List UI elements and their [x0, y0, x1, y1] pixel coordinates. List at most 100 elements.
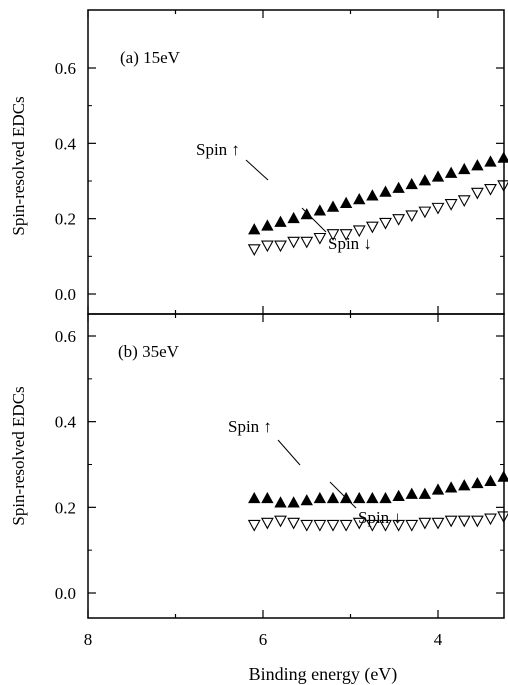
y-tick-label: 0.2 [55, 498, 76, 517]
spin-up-annotation-b: Spin ↑ [228, 417, 272, 436]
y-axis-label-b: Spin-resolved EDCs [9, 386, 28, 525]
data-point-spin-down [247, 244, 261, 256]
data-point-spin-down [365, 221, 379, 234]
data-point-spin-down [484, 183, 497, 196]
data-point-spin-down [457, 195, 471, 207]
data-point-spin-down [392, 519, 406, 532]
data-point-spin-down [365, 519, 379, 532]
data-point-spin-up [339, 491, 353, 504]
data-point-spin-up [300, 494, 313, 506]
data-point-spin-up [366, 491, 379, 504]
data-point-spin-down [300, 236, 314, 249]
data-point-spin-down [418, 206, 432, 219]
data-point-spin-up [471, 476, 484, 489]
panel-a: (a) 15eV Spin ↑ Spin ↓ Spin-resolved EDC… [9, 9, 508, 315]
data-point-spin-down [470, 187, 484, 200]
spin-down-annotation-a: Spin ↓ [328, 234, 372, 253]
data-point-spin-down [405, 519, 419, 532]
data-point-spin-up [353, 491, 366, 504]
data-point-spin-down [287, 236, 301, 249]
data-point-spin-up [444, 481, 458, 493]
y-tick-label: 0.2 [55, 210, 76, 229]
data-point-spin-up [497, 470, 508, 482]
data-point-spin-up [379, 491, 392, 504]
x-axis-label: Binding energy (eV) [249, 664, 398, 685]
data-point-spin-up [353, 193, 366, 205]
data-point-spin-up [497, 151, 508, 163]
panel-b: (b) 35eV Spin ↑ Spin ↓ Spin-resolved EDC… [9, 313, 508, 685]
data-point-spin-up [484, 474, 497, 487]
y-tick-label: 0.6 [55, 327, 76, 346]
x-tick-label: 8 [84, 630, 93, 649]
data-point-spin-up [326, 200, 340, 212]
data-point-spin-up [484, 155, 497, 167]
data-point-spin-down [287, 517, 301, 530]
data-point-spin-up [261, 491, 274, 504]
data-point-spin-down [313, 232, 327, 245]
y-axis-label-a: Spin-resolved EDCs [9, 96, 28, 235]
data-point-spin-down [313, 519, 327, 532]
data-point-spin-up [444, 166, 458, 178]
data-point-spin-up [418, 487, 432, 499]
data-point-spin-down [300, 519, 314, 532]
data-point-spin-up [392, 489, 405, 502]
y-tick-label: 0.6 [55, 59, 76, 78]
data-point-spin-down [247, 519, 261, 532]
data-point-spin-down [339, 519, 353, 532]
plot-frame [87, 313, 505, 619]
data-point-spin-up [313, 491, 327, 504]
data-point-spin-down [444, 515, 458, 528]
data-point-spin-down [260, 240, 274, 253]
data-point-spin-up [300, 208, 313, 220]
data-point-spin-up [379, 185, 392, 197]
data-point-spin-up [405, 487, 418, 499]
data-point-spin-up [248, 223, 261, 235]
spin-down-annotation-b: Spin ↓ [358, 508, 402, 527]
data-point-spin-up [458, 162, 471, 175]
data-point-spin-down [484, 513, 497, 526]
data-point-spin-up [418, 174, 432, 186]
x-tick-label: 6 [259, 630, 268, 649]
data-point-spin-up [339, 196, 353, 208]
data-point-spin-up [431, 483, 445, 495]
data-point-spin-down [431, 202, 445, 215]
spin-up-pointer-b [277, 439, 301, 466]
data-point-spin-down [470, 515, 484, 528]
data-point-spin-down [352, 225, 366, 238]
data-point-spin-down [326, 519, 340, 532]
y-tick-label: 0.4 [55, 413, 77, 432]
panel-label-a: (a) 15eV [120, 48, 181, 67]
data-point-spin-up [287, 496, 300, 508]
data-point-spin-up [458, 479, 471, 491]
spin-down-pointer-b [329, 481, 357, 509]
data-point-spin-down [457, 515, 471, 528]
data-point-spin-down [431, 517, 445, 530]
x-tick-label: 4 [434, 630, 443, 649]
data-point-spin-up [392, 181, 405, 193]
data-point-spin-down [418, 517, 432, 530]
y-tick-label: 0.0 [55, 584, 76, 603]
panel-label-b: (b) 35eV [118, 342, 180, 361]
data-point-spin-down [405, 210, 419, 223]
data-point-spin-up [274, 496, 287, 508]
data-point-spin-down [497, 180, 508, 192]
spin-up-annotation-a: Spin ↑ [196, 140, 240, 159]
data-point-spin-down [260, 517, 274, 530]
data-point-spin-down [352, 517, 366, 530]
y-tick-label: 0.4 [55, 134, 77, 153]
spin-up-pointer-a [245, 159, 269, 181]
data-point-spin-down [379, 217, 392, 230]
data-point-spin-down [339, 229, 353, 241]
data-point-spin-up [326, 491, 340, 504]
data-point-spin-down [274, 515, 287, 528]
data-point-spin-up [261, 219, 274, 231]
data-point-spin-down [392, 214, 406, 226]
data-point-spin-up [405, 177, 418, 190]
y-tick-label: 0.0 [55, 285, 76, 304]
data-point-spin-up [274, 215, 287, 227]
data-point-spin-down [274, 240, 287, 253]
data-point-spin-up [287, 211, 300, 224]
data-point-spin-up [431, 170, 445, 182]
data-point-spin-down [379, 519, 392, 532]
